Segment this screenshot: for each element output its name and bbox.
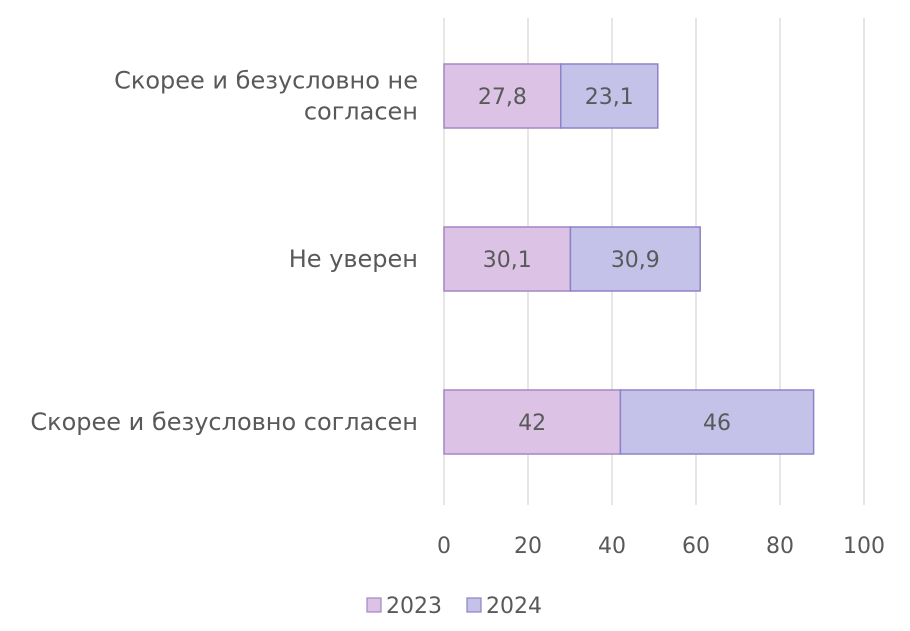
x-tick-label: 100 — [843, 534, 885, 559]
legend-swatch-2024 — [466, 597, 482, 613]
bar-2024 — [619, 389, 815, 455]
legend: 2023 2024 — [366, 594, 542, 619]
bar-2023 — [443, 389, 622, 455]
legend-label: 2024 — [486, 594, 542, 619]
x-tick-label: 20 — [514, 534, 542, 559]
x-axis-tick-labels: 0 20 40 60 80 100 — [437, 534, 885, 559]
bars: 27,8 23,1 30,1 30,9 42 46 — [443, 63, 815, 455]
category-label: Скорее и безусловно согласен — [30, 408, 418, 436]
x-tick-label: 0 — [437, 534, 451, 559]
bar-2024 — [569, 226, 701, 292]
x-tick-label: 40 — [598, 534, 626, 559]
legend-swatch-2023 — [366, 597, 382, 613]
data-label: 46 — [703, 411, 731, 436]
data-label: 27,8 — [478, 85, 527, 110]
category-label: Скорее и безусловно не — [114, 67, 418, 95]
data-label: 30,9 — [611, 248, 660, 273]
legend-label: 2023 — [386, 594, 442, 619]
x-tick-label: 80 — [766, 534, 794, 559]
x-tick-label: 60 — [682, 534, 710, 559]
category-label: Не уверен — [289, 245, 418, 273]
category-labels: Скорее и безусловно не согласен Не уверен С… — [30, 67, 418, 437]
category-label: согласен — [304, 98, 418, 126]
data-label: 23,1 — [585, 85, 634, 110]
data-label: 30,1 — [483, 248, 532, 273]
bar-2024 — [560, 63, 659, 129]
data-label: 42 — [518, 411, 546, 436]
bar-2023 — [443, 63, 562, 129]
